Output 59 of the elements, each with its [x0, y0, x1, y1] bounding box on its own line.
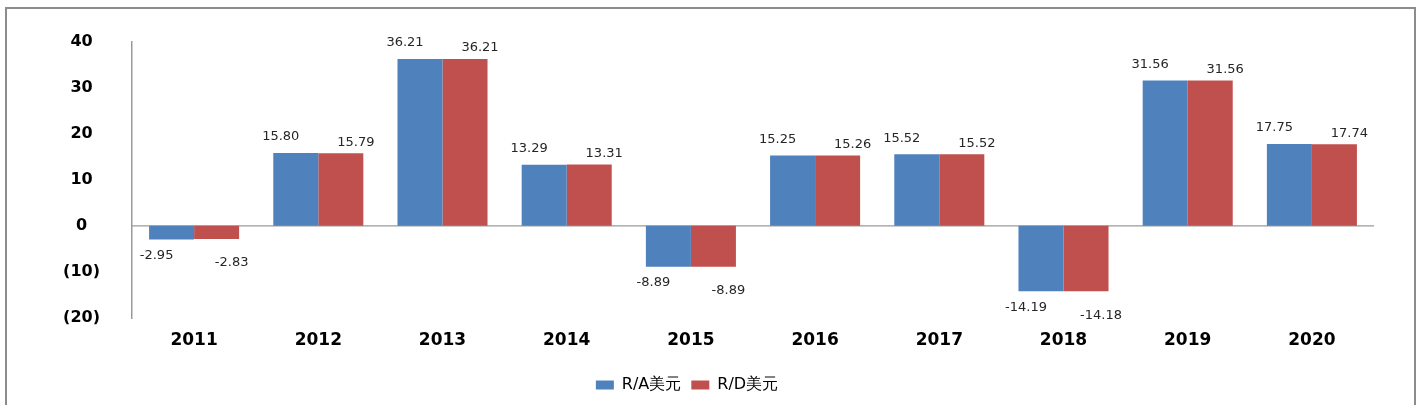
bar — [770, 155, 816, 226]
x-tick-label: 2014 — [543, 328, 591, 349]
x-tick-label: 2018 — [1039, 328, 1088, 349]
bar — [273, 153, 319, 226]
y-tick-label: 20 — [70, 122, 93, 142]
bar — [318, 153, 364, 226]
legend-label: R/A美元 — [621, 374, 682, 394]
data-label: 31.56 — [1206, 60, 1244, 76]
bar — [1063, 225, 1109, 292]
x-tick-label: 2015 — [667, 328, 715, 349]
y-tick-label: 0 — [75, 215, 88, 235]
x-tick-label: 2019 — [1164, 328, 1212, 349]
bar — [149, 225, 195, 240]
bar — [397, 59, 443, 226]
data-label: 15.26 — [834, 135, 872, 151]
bar — [939, 154, 985, 226]
x-tick-label: 2017 — [915, 328, 963, 349]
legend-label: R/D美元 — [717, 374, 779, 394]
data-label: 13.31 — [585, 144, 623, 160]
data-label: 36.21 — [386, 34, 424, 50]
bar — [815, 155, 861, 226]
bar — [566, 164, 612, 226]
data-label: -8.89 — [711, 282, 746, 298]
x-tick-label: 2016 — [791, 328, 839, 349]
x-tick-label: 2013 — [418, 328, 467, 349]
x-tick-label: 2020 — [1288, 328, 1336, 349]
data-label: 15.52 — [883, 129, 921, 145]
x-tick-label: 2012 — [294, 328, 342, 349]
data-label: -14.18 — [1080, 306, 1122, 322]
data-label: 15.52 — [958, 134, 996, 150]
data-label: 13.29 — [510, 140, 548, 156]
y-tick-label: (10) — [63, 261, 100, 281]
data-label: -14.19 — [1005, 298, 1047, 314]
bar — [1142, 80, 1188, 226]
y-tick-label: (20) — [63, 307, 100, 327]
bar — [1018, 225, 1064, 292]
bar — [1266, 144, 1312, 226]
bar — [194, 225, 240, 239]
bar — [521, 164, 567, 226]
y-tick-label: 40 — [70, 30, 93, 50]
data-label: -8.89 — [636, 274, 671, 290]
bar — [1187, 80, 1233, 226]
data-label: -2.83 — [214, 254, 249, 270]
data-label: 17.74 — [1330, 124, 1369, 140]
data-label: -2.95 — [139, 246, 174, 262]
bar — [1311, 144, 1357, 226]
x-tick-label: 2011 — [170, 328, 218, 349]
bar — [894, 154, 940, 226]
data-label: 36.21 — [461, 39, 499, 55]
data-label: 15.25 — [758, 130, 797, 146]
data-label: 15.79 — [337, 133, 375, 149]
data-label: 31.56 — [1131, 55, 1169, 71]
bar — [442, 59, 488, 226]
bar — [645, 225, 691, 267]
y-tick-label: 10 — [70, 168, 93, 188]
data-label: 15.80 — [262, 128, 300, 144]
data-label: 17.75 — [1255, 119, 1293, 135]
y-tick-label: 30 — [70, 76, 93, 96]
bar — [690, 225, 736, 267]
